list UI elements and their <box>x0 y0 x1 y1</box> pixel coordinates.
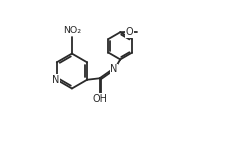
Text: O: O <box>126 27 133 37</box>
Text: NO₂: NO₂ <box>63 26 81 35</box>
Text: N: N <box>110 64 118 74</box>
Text: N: N <box>52 75 60 85</box>
Text: OH: OH <box>92 94 108 104</box>
